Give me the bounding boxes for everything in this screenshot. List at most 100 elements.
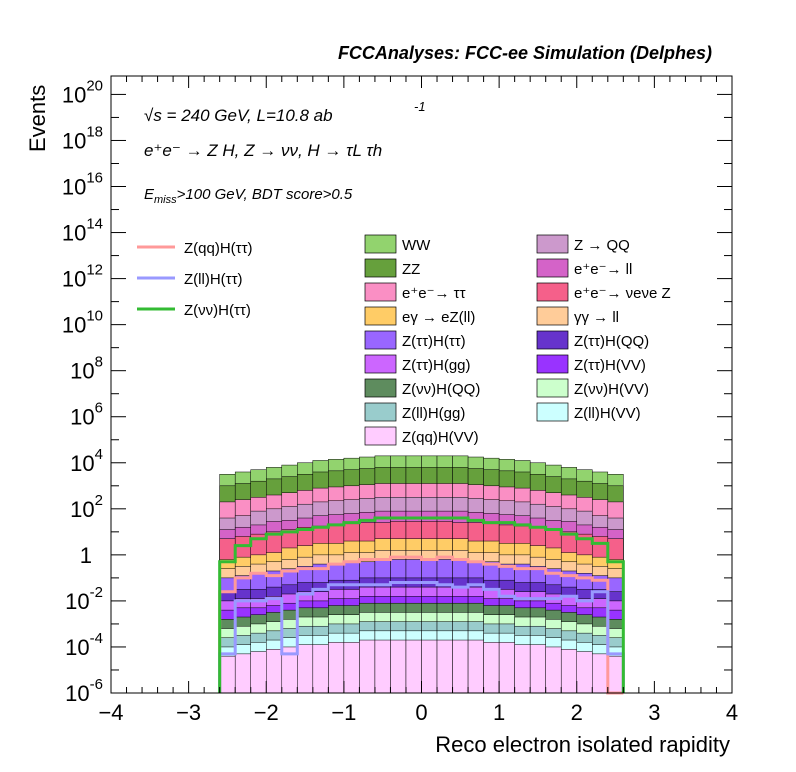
legend-label-1: Z(ll)H(ττ) [184, 271, 243, 288]
y-tick-label-3: 1014 [62, 216, 103, 246]
x-tick-label-5: 1 [493, 700, 505, 725]
chart-title: FCCAnalyses: FCC-ee Simulation (Delphes) [338, 43, 712, 63]
cut-prefix: E [144, 186, 155, 203]
y-tick-label-0: 1020 [62, 77, 103, 107]
y-tick-label-11: 10-2 [65, 584, 103, 614]
legend-entry-0-6: Z(νν)H(QQ) [402, 381, 480, 398]
bar-16-9 [359, 639, 376, 694]
bar-16-2 [250, 651, 267, 694]
legend-swatch-1-3 [536, 306, 569, 326]
y-tick-label-6: 108 [70, 354, 103, 384]
legend-label-0: Z(qq)H(ττ) [184, 240, 253, 257]
legend-entry-0-7: Z(ll)H(gg) [402, 405, 465, 422]
legend-entry-1-5: Z(ττ)H(VV) [574, 357, 646, 374]
bar-16-25 [607, 655, 624, 694]
bar-16-12 [405, 639, 422, 694]
legend-entry-0-0: WW [402, 237, 431, 254]
plot-area [218, 455, 625, 695]
x-tick-label-8: 4 [726, 700, 738, 725]
background-stack [219, 455, 624, 694]
legend-entry-0-8: Z(qq)H(VV) [402, 429, 479, 446]
y-tick-label-13: 10-6 [65, 676, 103, 706]
cut-subscript: miss [154, 194, 177, 206]
x-tick-label-7: 3 [648, 700, 660, 725]
y-tick-label-10: 1 [80, 543, 92, 568]
signal-line-1 [218, 580, 625, 693]
bar-16-22 [560, 649, 577, 694]
legend-entry-1-4: Z(ττ)H(QQ) [574, 333, 649, 350]
bar-16-5 [297, 644, 314, 694]
bar-16-7 [328, 642, 345, 694]
x-axis-label: Reco electron isolated rapidity [435, 732, 730, 757]
series-16 [219, 639, 624, 694]
legend-entry-0-4: Z(ττ)H(ττ) [402, 333, 466, 350]
signal-legend: Z(qq)H(ττ) Z(ll)H(ττ) Z(νν)H(ττ) [137, 240, 253, 319]
legend-swatch-1-5 [536, 354, 569, 374]
bar-16-23 [576, 651, 593, 694]
legend-entry-1-6: Z(νν)H(VV) [574, 381, 649, 398]
y-tick-label-1: 1018 [62, 123, 103, 153]
legend-entry-1-0: Z → QQ [574, 237, 630, 254]
legend-swatch-1-4 [536, 330, 569, 350]
bar-16-18 [498, 642, 515, 694]
legend-swatch-1-0 [536, 234, 569, 254]
bar-16-1 [234, 653, 251, 694]
y-tick-label-9: 102 [70, 492, 103, 522]
legend-entry-0-1: ZZ [402, 261, 420, 278]
x-tick-label-2: −2 [254, 700, 279, 725]
bar-16-14 [436, 639, 453, 694]
y-tick-label-5: 1010 [62, 308, 103, 338]
bar-16-24 [592, 653, 609, 694]
y-tick-label-7: 106 [70, 400, 103, 430]
legend-swatch-0-5 [364, 354, 397, 374]
bar-16-20 [529, 644, 546, 694]
legend-swatch-0-3 [364, 306, 397, 326]
cut-annotation: Emiss>100 GeV, BDT score>0.5 [144, 186, 353, 206]
background-legend: WW ZZ e⁺e⁻→ ττ eγ → eZ(ll) Z(ττ)H(ττ) Z(ττ)H(… [364, 234, 671, 446]
bar-16-3 [266, 649, 283, 694]
legend-entry-1-3: γγ → ll [574, 309, 619, 326]
legend-swatch-0-6 [364, 378, 397, 398]
bar-16-16 [467, 639, 484, 694]
x-tick-label-4: 0 [415, 700, 427, 725]
bar-16-21 [545, 646, 562, 694]
signal-line-0 [218, 555, 624, 695]
legend-swatch-1-6 [536, 378, 569, 398]
legend-swatch-0-7 [364, 402, 397, 422]
bar-16-19 [514, 644, 531, 694]
legend-swatch-1-1 [536, 258, 569, 278]
legend-swatch-0-2 [364, 282, 397, 302]
y-axis-ticks: 1020 1018 1016 1014 1012 1010 108 106 104 102 1 10-… [62, 77, 732, 706]
bar-16-10 [374, 639, 391, 694]
legend-entry-1-7: Z(ll)H(VV) [574, 405, 641, 422]
bar-16-11 [390, 639, 407, 694]
x-tick-label-0: −4 [98, 700, 123, 725]
legend-swatch-0-4 [364, 330, 397, 350]
legend-entry-0-5: Z(ττ)H(gg) [402, 357, 471, 374]
lumi-exponent: -1 [414, 99, 426, 114]
legend-entry-1-1: e⁺e⁻→ ll [574, 261, 632, 278]
legend-swatch-0-8 [364, 426, 397, 446]
legend-swatch-0-0 [364, 234, 397, 254]
legend-swatch-1-7 [536, 402, 569, 422]
legend-swatch-1-2 [536, 282, 569, 302]
legend-entry-0-2: e⁺e⁻→ ττ [402, 285, 466, 302]
x-tick-label-6: 2 [571, 700, 583, 725]
process-annotation: e⁺e⁻ → Z H, Z → νν, H → τL τh [144, 141, 382, 160]
legend-entry-0-3: eγ → eZ(ll) [402, 309, 475, 326]
x-axis-ticks: −4 −3 −2 −1 0 1 2 3 4 [98, 76, 738, 725]
bar-16-15 [452, 639, 469, 694]
y-axis-label: Events [25, 85, 50, 152]
y-tick-label-4: 1012 [62, 262, 103, 292]
signal-line-2 [218, 516, 625, 693]
bar-16-13 [421, 639, 438, 694]
bar-16-17 [483, 642, 500, 694]
y-tick-label-8: 104 [70, 446, 103, 476]
bar-16-0 [219, 655, 236, 694]
legend-swatch-0-1 [364, 258, 397, 278]
x-tick-label-1: −3 [176, 700, 201, 725]
legend-entry-1-2: e⁺e⁻→ νeνe Z [574, 285, 671, 302]
energy-annotation: √s = 240 GeV, L=10.8 ab [144, 106, 333, 125]
y-tick-label-12: 10-4 [65, 630, 103, 660]
